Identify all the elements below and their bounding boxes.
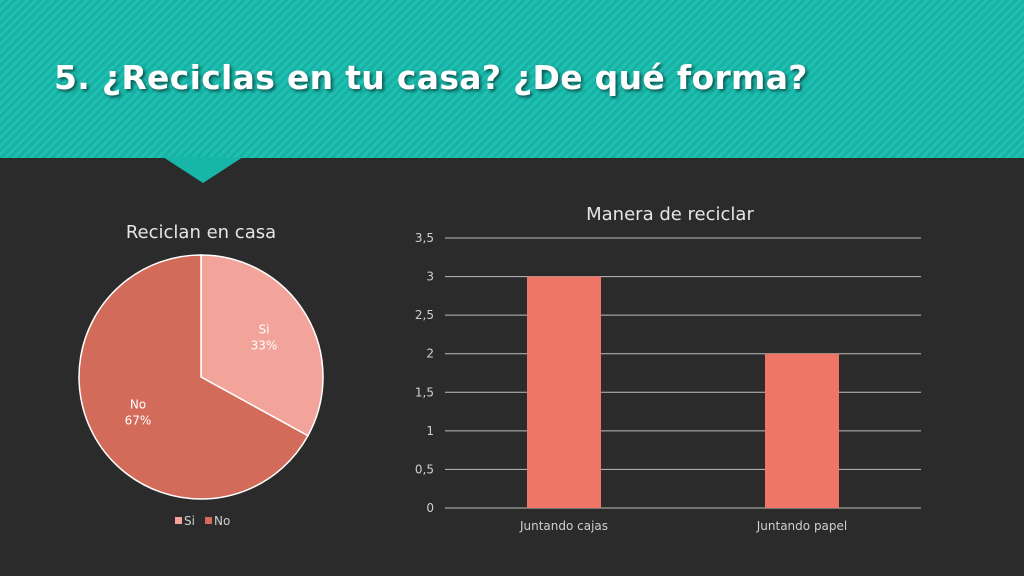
bar-gridlines: 0 0,5 1 1,5 2 2,5 3 3,5 (415, 231, 921, 515)
header-banner (0, 0, 1024, 158)
bar-juntando-papel (765, 353, 839, 508)
pie-slice-percent: 33% (251, 339, 278, 353)
pie-legend: Si No (175, 514, 230, 528)
pie-slice-no (78, 254, 309, 500)
slide-title: 5. ¿Reciclas en tu casa? ¿De qué forma? (54, 58, 808, 97)
pie-slice-label: No (130, 397, 146, 411)
pie-slice-label: Si (259, 323, 270, 337)
bar-juntando-cajas (527, 276, 601, 508)
bar-x-labels: Juntando cajas Juntando papel (519, 519, 847, 533)
legend-label-no: No (214, 514, 230, 528)
bar-series (527, 276, 839, 508)
legend-swatch-no (205, 517, 212, 524)
bar-chart: Manera de reciclar 0 0,5 1 1,5 2 2,5 3 3,5 Junt… (415, 204, 921, 533)
pie-slice-percent: 67% (125, 413, 152, 427)
y-tick-label: 0,5 (415, 462, 434, 476)
bar-chart-title: Manera de reciclar (586, 204, 754, 225)
x-tick-label: Juntando cajas (519, 519, 608, 533)
pie-slices: Si 33% No 67% (78, 254, 324, 500)
pie-chart: Reciclan en casa Si 33% No 67% Si No (78, 222, 324, 528)
legend-label-si: Si (184, 514, 195, 528)
header-pointer (163, 157, 243, 183)
y-tick-label: 0 (426, 501, 434, 515)
y-tick-label: 2 (426, 347, 434, 361)
y-tick-label: 1,5 (415, 385, 434, 399)
legend-swatch-si (175, 517, 182, 524)
x-tick-label: Juntando papel (756, 519, 848, 533)
y-tick-label: 1 (426, 424, 434, 438)
y-tick-label: 2,5 (415, 308, 434, 322)
pie-slice-si (200, 254, 324, 437)
y-tick-label: 3 (426, 270, 434, 284)
y-tick-label: 3,5 (415, 231, 434, 245)
pie-chart-title: Reciclan en casa (126, 222, 276, 243)
